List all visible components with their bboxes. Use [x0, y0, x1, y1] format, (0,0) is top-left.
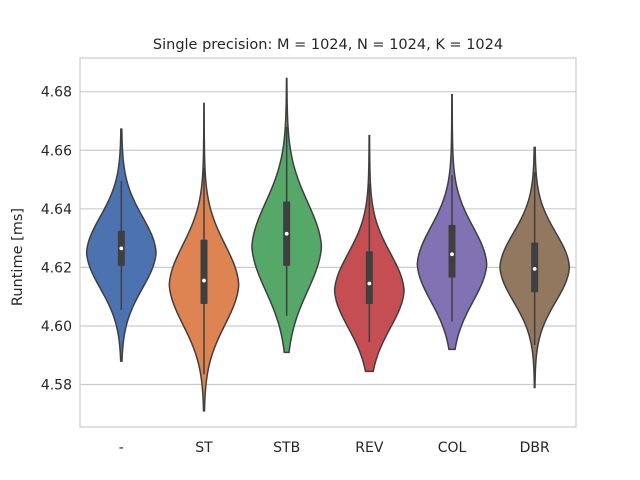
violin-iqr-box [365, 251, 373, 304]
violin-st [168, 102, 240, 412]
violin-iqr-box [448, 224, 456, 278]
y-tick-label: 4.68 [41, 85, 72, 101]
x-tick-label: - [119, 440, 124, 456]
plot-frame [79, 57, 577, 428]
y-tick-label: 4.58 [41, 378, 72, 394]
gridlines [80, 91, 576, 386]
violin-median-dot [450, 252, 454, 257]
violin-median-dot [367, 281, 372, 286]
violin-iqr-box [200, 239, 208, 304]
violin-stb [251, 77, 323, 354]
violin-median-dot [284, 231, 289, 236]
y-axis-label: Runtime [ms] [10, 208, 26, 306]
x-tick-label: REV [355, 440, 384, 456]
x-tick-label: DBR [520, 440, 550, 456]
x-tick-label: ST [195, 440, 213, 456]
x-tick-label: COL [438, 440, 467, 456]
violin-median-dot [119, 246, 124, 251]
y-tick-label: 4.60 [41, 319, 72, 335]
violin-median-dot [202, 278, 206, 283]
violin-col [416, 93, 488, 351]
x-tick-label: STB [273, 440, 300, 456]
y-axis-ticks: 4.58 4.60 4.62 4.64 4.66 4.68 [41, 85, 72, 394]
chart-title: Single precision: M = 1024, N = 1024, K … [153, 37, 503, 53]
violin-rev [333, 134, 405, 373]
y-tick-label: 4.66 [41, 143, 72, 159]
violin-dbr [499, 146, 571, 389]
y-tick-label: 4.62 [41, 260, 72, 276]
violin-median-dot [532, 266, 537, 271]
y-tick-label: 4.64 [41, 202, 72, 218]
x-axis-ticks: - ST STB REV COL DBR [119, 440, 550, 456]
violin-baseline [85, 128, 157, 362]
violins [85, 77, 571, 412]
